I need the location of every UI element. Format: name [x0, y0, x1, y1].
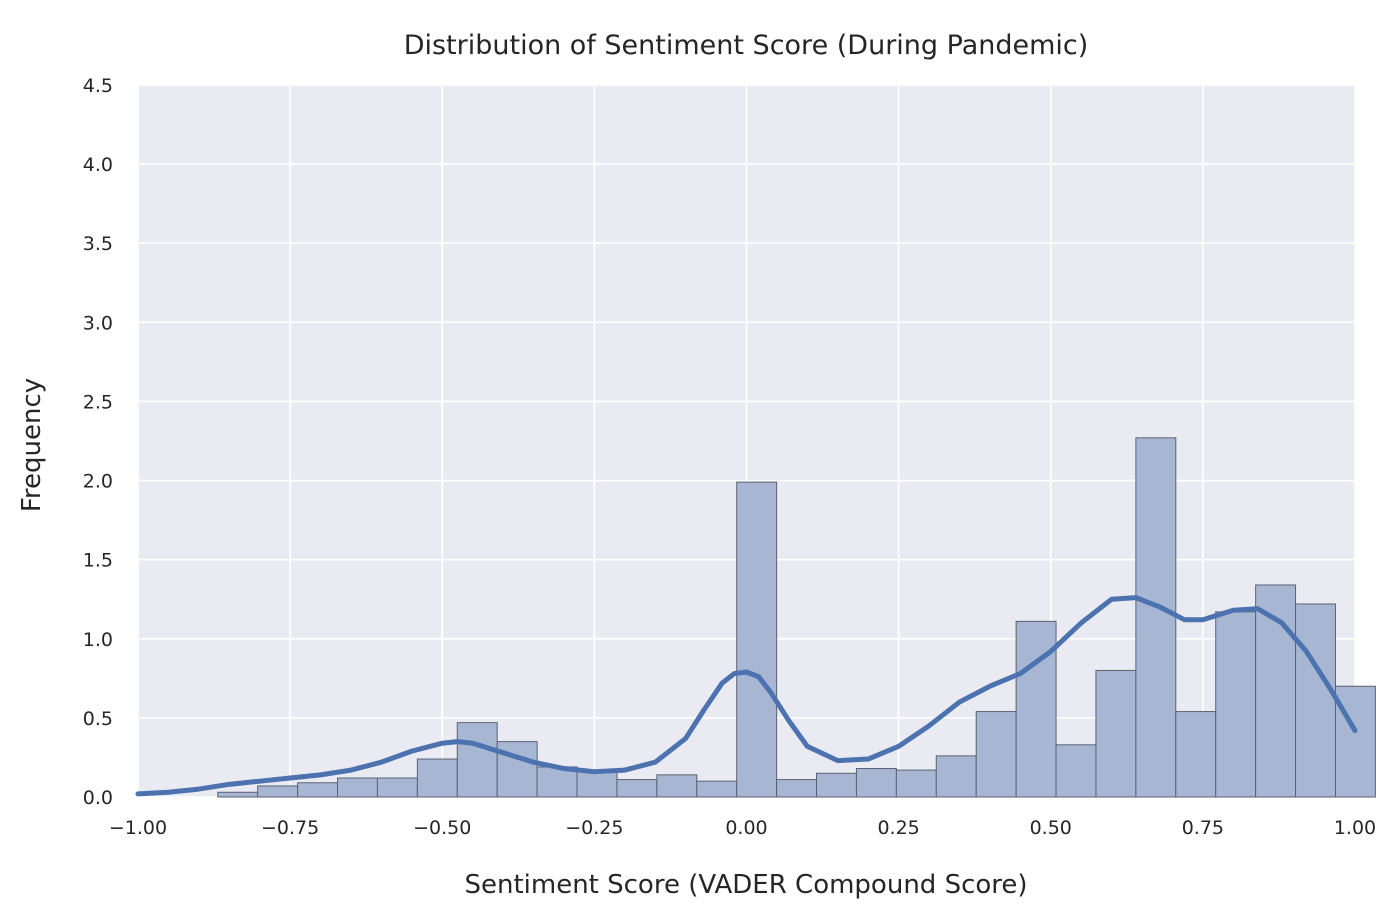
histogram-bar [975, 711, 1017, 798]
histogram-bar [816, 772, 857, 798]
histogram-bar [616, 779, 658, 798]
y-tick-label: 4.5 [83, 75, 113, 97]
x-tick-label: 1.00 [1334, 817, 1376, 839]
histogram-bar [1295, 603, 1336, 798]
x-tick-label: 0.00 [725, 817, 767, 839]
histogram-bar [895, 769, 937, 798]
histogram-bar [855, 768, 897, 798]
y-tick-label: 1.5 [83, 550, 113, 572]
y-tick-label: 0.0 [83, 787, 113, 809]
histogram-bar [456, 722, 498, 798]
x-tick-label: 0.25 [877, 817, 919, 839]
x-tick-label: 0.75 [1182, 817, 1224, 839]
histogram-bar [217, 791, 259, 798]
histogram-bar [416, 758, 458, 798]
histogram-bar [1095, 669, 1137, 798]
x-tick-label: −1.00 [109, 817, 167, 839]
x-tick-label: 0.50 [1030, 817, 1072, 839]
x-axis-label: Sentiment Score (VADER Compound Score) [464, 870, 1027, 900]
y-tick-label: 2.0 [83, 471, 113, 493]
y-tick-label: 0.5 [83, 708, 113, 730]
y-axis-label: Frequency [17, 378, 47, 512]
histogram-bar [536, 766, 578, 798]
histogram-bar [935, 755, 977, 798]
x-axis-ticks: −1.00 −0.75 −0.50 −0.25 0.00 0.25 0.50 0.75 1.00 [109, 817, 1376, 839]
histogram-bar [1015, 620, 1057, 798]
y-tick-label: 4.0 [83, 154, 113, 176]
histogram-bar [1215, 611, 1257, 798]
y-tick-label: 3.0 [83, 312, 113, 334]
histogram-bar [376, 777, 418, 798]
x-tick-label: −0.75 [261, 817, 319, 839]
x-tick-label: −0.25 [565, 817, 623, 839]
histogram-bar [297, 782, 339, 798]
histogram-bar [1175, 711, 1217, 798]
y-tick-label: 2.5 [83, 391, 113, 413]
y-tick-label: 1.0 [83, 629, 113, 651]
histogram-bar [257, 785, 299, 798]
x-tick-label: −0.50 [413, 817, 471, 839]
histogram-bar [496, 741, 538, 798]
histogram-bar [1055, 744, 1097, 798]
chart-title: Distribution of Sentiment Score (During … [404, 30, 1089, 61]
histogram-bars [217, 437, 1376, 798]
y-axis-ticks: 0.0 0.5 1.0 1.5 2.0 2.5 3.0 3.5 4.0 4.5 [83, 75, 113, 809]
histogram-bar [776, 779, 818, 798]
histogram-bar [696, 780, 738, 798]
histogram-bar [656, 774, 698, 798]
kde-curve [135, 595, 1358, 797]
histogram-bar [576, 771, 618, 798]
histogram-bar [337, 777, 378, 798]
histogram-bar [736, 481, 778, 798]
y-tick-label: 3.5 [83, 233, 113, 255]
histogram-bar [1135, 437, 1177, 798]
